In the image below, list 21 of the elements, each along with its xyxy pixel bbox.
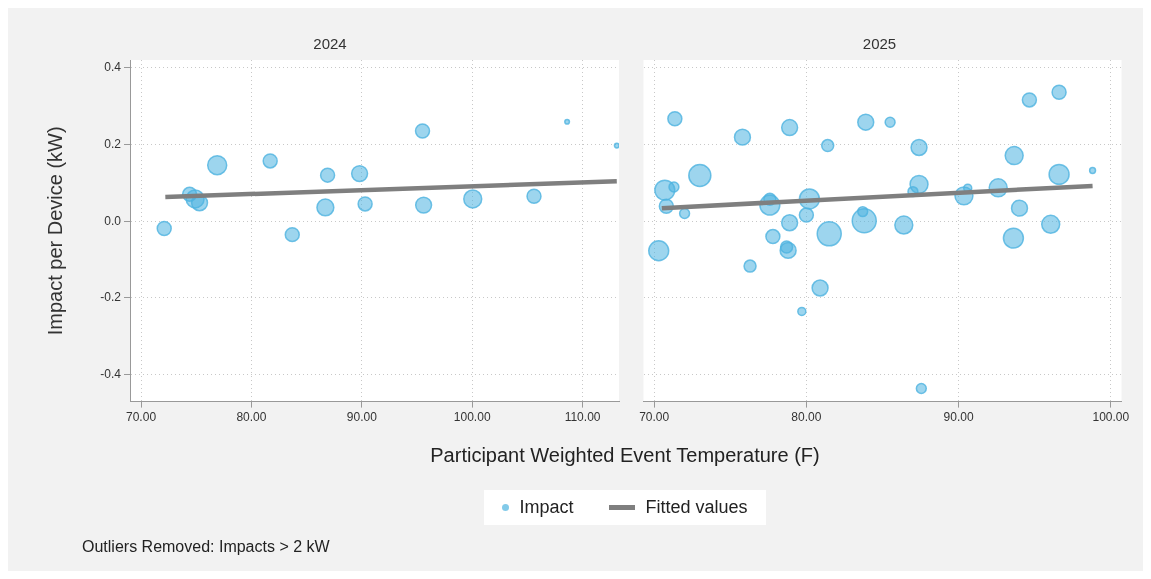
y-tick-label: 0.0 [104, 213, 122, 228]
x-tick-label: 90.00 [346, 410, 378, 425]
y-tick-label: -0.2 [100, 290, 122, 305]
legend-label: Fitted values [645, 497, 748, 518]
y-tick-label: 0.2 [104, 136, 122, 151]
legend-label: Impact [519, 497, 574, 518]
x-axis-title: Participant Weighted Event Temperature (F) [429, 444, 821, 467]
x-tick-label: 90.00 [943, 410, 974, 425]
x-tick-label: 110.00 [564, 410, 601, 425]
x-tick-label: 100.00 [1092, 410, 1130, 425]
chart-title: 2025 [862, 35, 897, 53]
y-tick-label: -0.4 [100, 367, 122, 382]
x-tick-label: 70.00 [639, 410, 670, 425]
y-tick-label: 0.4 [104, 59, 122, 74]
x-tick-label: 80.00 [236, 410, 267, 425]
y-axis-title: Impact per Device (kW) [43, 126, 66, 336]
x-tick-label: 70.00 [126, 410, 157, 425]
chart-title: 2024 [313, 35, 347, 53]
x-tick-label: 100.00 [453, 410, 491, 425]
text: Outliers Removed: Impacts > 2 kW [82, 538, 330, 556]
x-tick-label: 80.00 [791, 410, 822, 425]
